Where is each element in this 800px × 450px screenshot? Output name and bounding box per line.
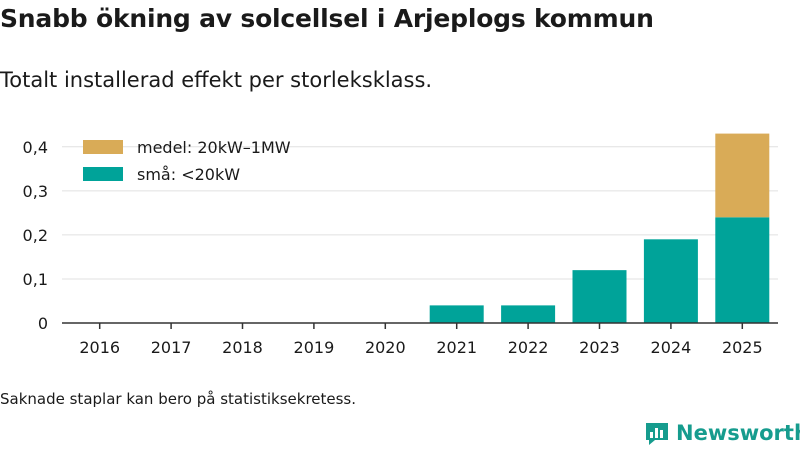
chart-subtitle: Totalt installerad effekt per storlekskl… xyxy=(0,68,433,92)
x-tick-label: 2018 xyxy=(222,338,263,357)
y-tick-label: 0,3 xyxy=(23,182,48,201)
x-tick-label: 2020 xyxy=(365,338,406,357)
footnote: Saknade staplar kan bero på statistiksek… xyxy=(0,390,357,408)
bar-medium-2025 xyxy=(715,133,770,218)
x-tick-label: 2019 xyxy=(294,338,335,357)
x-tick-label: 2017 xyxy=(151,338,192,357)
y-tick-label: 0,2 xyxy=(23,226,48,245)
x-tick-label: 2022 xyxy=(508,338,549,357)
bar-small-2025 xyxy=(715,217,770,323)
brand-name: Newsworthy xyxy=(676,421,800,445)
legend: medel: 20kW–1MW små: <20kW xyxy=(83,138,291,184)
y-tick-label: 0,1 xyxy=(23,270,48,289)
x-tick-label: 2024 xyxy=(651,338,692,357)
x-axis: 2016 2017 2018 2019 2020 2021 2022 2023 2024 2025 xyxy=(62,322,778,357)
y-tick-label: 0 xyxy=(38,314,48,333)
x-tick-label: 2023 xyxy=(579,338,620,357)
legend-label: medel: 20kW–1MW xyxy=(137,138,291,157)
bar-small-2023 xyxy=(572,270,627,323)
legend-swatch xyxy=(83,167,123,181)
y-axis: 0 0,1 0,2 0,3 0,4 xyxy=(23,138,48,333)
bar-small-2022 xyxy=(501,305,556,323)
legend-swatch xyxy=(83,140,123,154)
x-tick-label: 2021 xyxy=(436,338,477,357)
x-tick-label: 2016 xyxy=(79,338,120,357)
y-tick-label: 0,4 xyxy=(23,138,48,157)
bar-small-2024 xyxy=(643,239,698,323)
newsworthy-logo-icon xyxy=(646,423,668,445)
bar-small-2021 xyxy=(429,305,484,323)
x-tick-label: 2025 xyxy=(722,338,763,357)
stacked-bar-chart: 00,10,20,30,4 2016 2017 2018 2019 2020 2021 20… xyxy=(23,133,778,357)
legend-label: små: <20kW xyxy=(137,165,240,184)
brand-logo[interactable]: Newsworthy xyxy=(644,420,800,446)
bar-group xyxy=(429,133,770,323)
chart-title: Snabb ökning av solcellsel i Arjeplogs k… xyxy=(0,4,654,33)
